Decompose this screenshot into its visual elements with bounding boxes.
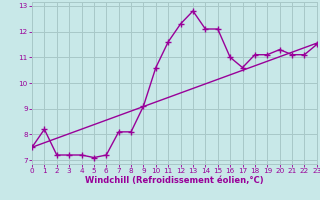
X-axis label: Windchill (Refroidissement éolien,°C): Windchill (Refroidissement éolien,°C) [85, 176, 264, 185]
